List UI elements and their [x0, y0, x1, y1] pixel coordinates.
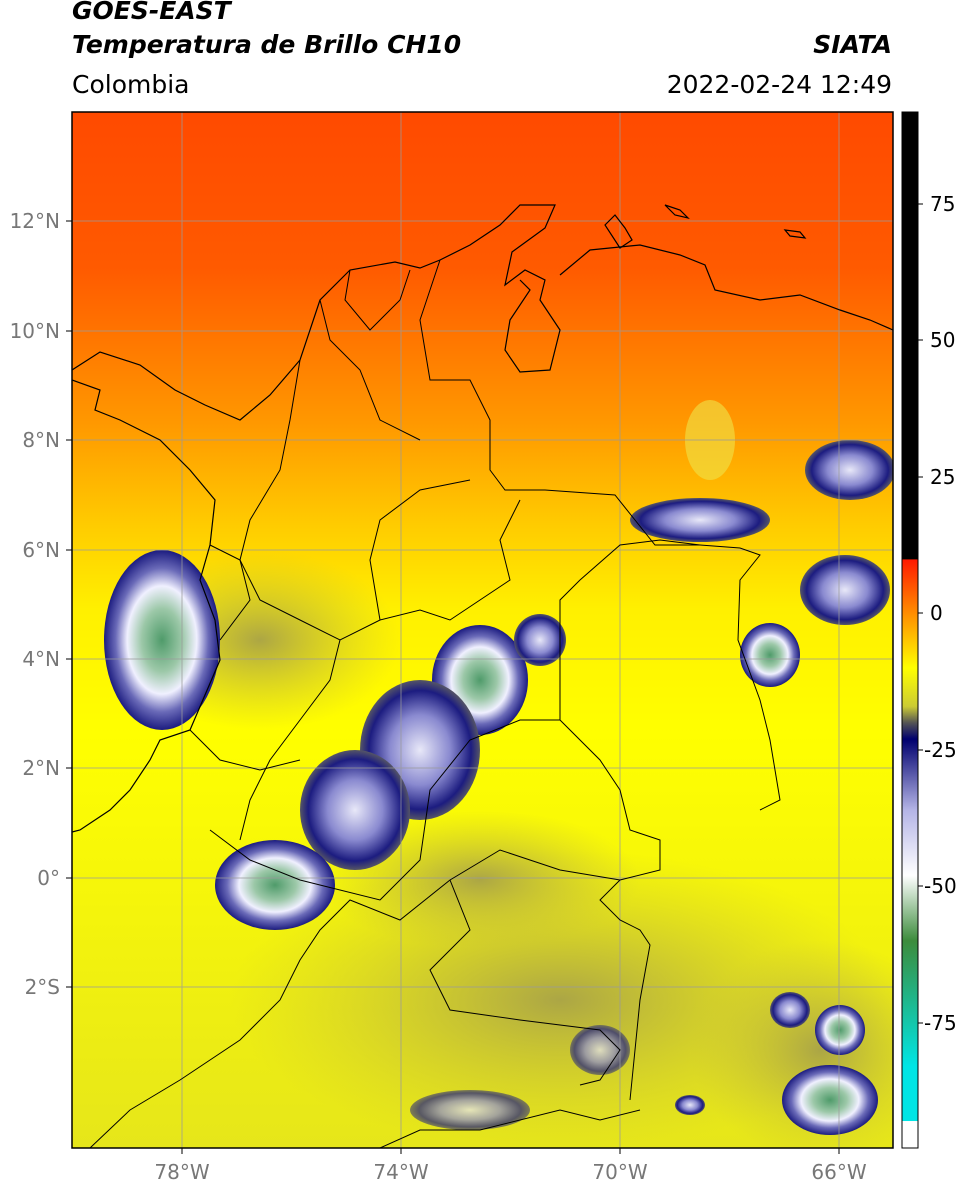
lat-label-2n: 2°N [22, 756, 60, 780]
region-label: Colombia [72, 70, 190, 99]
cloud-cluster [782, 1065, 878, 1135]
coastlines [72, 204, 893, 833]
lat-label-6n: 6°N [22, 538, 60, 562]
cloud-cluster [514, 614, 566, 666]
colorbar-tick-75: 75 [930, 192, 956, 216]
datetime-label: 2022-02-24 12:49 [666, 70, 892, 99]
lon-label-78w: 78°W [154, 1160, 210, 1184]
map-frame [71, 111, 894, 1149]
cloud-cluster [104, 550, 220, 730]
cloud-cluster [815, 1005, 865, 1055]
cloud-cluster [675, 1095, 705, 1115]
lat-label-8n: 8°N [22, 428, 60, 452]
graticule [72, 112, 893, 1148]
admin-borders [89, 259, 781, 1148]
lon-label-66w: 66°W [811, 1160, 867, 1184]
map-title-line1: GOES-EAST [72, 0, 231, 25]
cloud-cluster [770, 992, 810, 1028]
colorbar-tick-25: 25 [930, 465, 956, 489]
lon-label-74w: 74°W [373, 1160, 429, 1184]
map-raster [72, 112, 893, 1148]
cloud-cluster [800, 555, 890, 625]
colorbar-tick-50: 50 [930, 328, 956, 352]
lat-label-2s: 2°S [24, 975, 60, 999]
lat-label-4n: 4°N [22, 647, 60, 671]
cloud-cluster [805, 440, 893, 500]
cloud-cluster [300, 750, 410, 870]
lat-label-12n: 12°N [9, 209, 60, 233]
colorbar-tick-minus50: -50 [924, 874, 957, 898]
cloud-cluster [215, 840, 335, 930]
lat-label-0: 0° [37, 866, 60, 890]
colorbar [901, 111, 919, 1149]
cloud-cluster [740, 623, 800, 687]
colorbar-tick-0: 0 [930, 601, 943, 625]
map-title-line2: Temperatura de Brillo CH10 [72, 30, 462, 59]
lat-label-10n: 10°N [9, 319, 60, 343]
colorbar-tick-minus75: -75 [924, 1011, 957, 1035]
cloud-cluster [570, 1025, 630, 1075]
cloud-cluster [410, 1090, 530, 1130]
colorbar-tick-minus25: -25 [924, 738, 957, 762]
lon-label-70w: 70°W [592, 1160, 648, 1184]
cloud-cluster [630, 498, 770, 542]
source-label: SIATA [813, 30, 892, 59]
